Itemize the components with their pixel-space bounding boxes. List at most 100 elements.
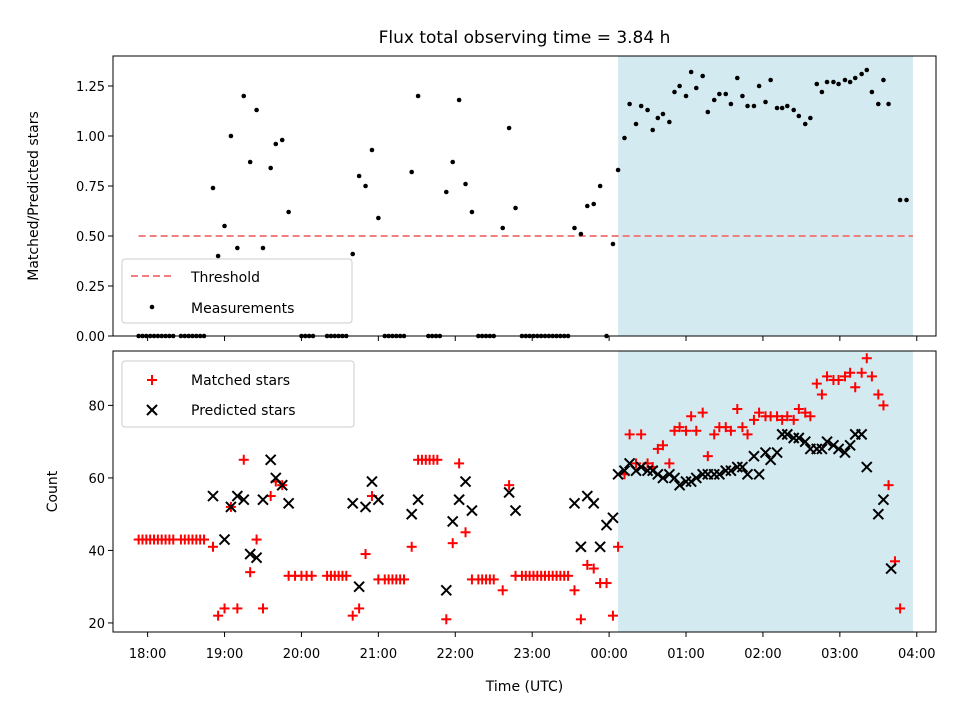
measurement-point	[597, 183, 603, 189]
matched-star-point	[811, 378, 822, 389]
measurement-point	[645, 107, 650, 113]
predicted-star-point	[453, 493, 465, 506]
x-tick-label: 23:00	[513, 647, 550, 662]
measurement-point	[254, 107, 259, 113]
ratio-plot-frame	[112, 55, 937, 337]
measurement-point	[210, 185, 216, 191]
matched-star-point	[709, 429, 720, 440]
matched-star-point	[782, 411, 793, 422]
matched-star-point	[866, 371, 877, 382]
measurement-point	[717, 91, 722, 97]
matched-star-point	[631, 458, 642, 469]
predicted-star-point	[630, 464, 642, 477]
measurement-point	[756, 83, 762, 89]
measurement-point	[897, 197, 903, 203]
predicted-star-point	[588, 497, 600, 509]
predicted-star-point	[811, 443, 823, 455]
matched-star-point	[454, 458, 465, 469]
measurement-point	[228, 133, 234, 139]
matched-star-point	[800, 407, 811, 418]
measurement-point	[705, 109, 711, 115]
matched-star-point	[460, 527, 471, 538]
matched-star-point	[669, 425, 680, 436]
predicted-star-point	[238, 493, 250, 506]
matched-star-point	[777, 414, 788, 425]
predicted-star-point	[680, 475, 692, 488]
measurement-point	[444, 189, 449, 195]
legend-matched-swatch	[147, 375, 157, 385]
ratio-y-axis: 0.00 0.25 0.50 0.75 1.00 1.25	[76, 80, 113, 345]
matched-star-point	[504, 480, 515, 491]
measurement-point	[235, 245, 240, 251]
measurement-point	[791, 107, 797, 113]
matched-star-point	[878, 400, 889, 411]
predicted-star-point	[652, 468, 664, 480]
measurement-point	[735, 75, 740, 81]
predicted-star-point	[713, 468, 726, 480]
matched-star-point	[199, 534, 210, 545]
measurement-point	[610, 241, 616, 247]
measurement-point	[660, 111, 666, 117]
time-x-axis: 18:00 19:00 20:00 21:00 22:00 23:00 00:00 01:00…	[129, 632, 936, 662]
measurement-point	[745, 103, 750, 109]
predicted-star-point	[412, 493, 424, 506]
predicted-star-point	[741, 468, 754, 480]
measurement-point	[356, 173, 362, 179]
matched-star-point	[732, 404, 743, 415]
matched-star-point	[207, 541, 218, 552]
matched-star-point	[447, 538, 458, 549]
measurement-point	[859, 71, 864, 77]
predicted-star-point	[618, 464, 631, 477]
predicted-star-point	[447, 515, 459, 528]
measurement-point	[683, 93, 689, 99]
measurement-point	[808, 115, 813, 121]
predicted-star-point	[663, 468, 676, 480]
predicted-star-point	[781, 428, 794, 441]
matched-star-point	[306, 570, 317, 581]
predicted-star-point	[257, 493, 269, 506]
predicted-star-point	[673, 479, 686, 491]
count-y-axis-label: Count	[45, 470, 61, 512]
x-tick-label: 20:00	[283, 647, 320, 662]
predicted-star-point	[568, 497, 581, 509]
count-legend: Matched stars Predicted stars	[121, 360, 355, 428]
matched-star-point	[883, 480, 894, 491]
measurement-point	[677, 83, 682, 89]
measurement-point	[215, 253, 221, 259]
y-tick-label: 1.00	[76, 130, 105, 145]
measurement-point	[763, 99, 768, 105]
predicted-star-point	[353, 580, 365, 593]
matched-star-point	[725, 425, 736, 436]
legend-predicted-swatch	[146, 404, 158, 416]
measurement-point	[650, 127, 655, 133]
predicted-star-point	[816, 443, 828, 455]
predicted-star-point	[776, 428, 788, 441]
predicted-star-point	[736, 461, 749, 473]
predicted-star-point	[690, 472, 702, 484]
x-tick-label: 03:00	[821, 647, 858, 662]
matched-star-point	[398, 574, 409, 585]
measurement-point	[286, 209, 291, 215]
predicted-star-point	[218, 533, 231, 546]
predicted-star-point	[646, 464, 659, 477]
matched-star-point	[873, 389, 884, 400]
measurement-point	[881, 77, 886, 83]
matched-star-point	[681, 425, 692, 436]
matched-star-point	[822, 371, 833, 382]
measurement-point	[723, 91, 729, 97]
measurement-point	[728, 101, 734, 107]
y-tick-label: 40	[88, 544, 105, 559]
measurement-point	[572, 225, 577, 231]
measurement-point	[904, 197, 909, 203]
count-plot-frame	[112, 350, 937, 633]
measurement-point	[279, 137, 285, 143]
predicted-star-point	[720, 464, 732, 477]
predicted-star-point	[885, 562, 897, 575]
matched-star-point	[697, 407, 708, 418]
matched-star-point	[569, 585, 580, 596]
matched-star-point	[354, 603, 365, 614]
measurement-point	[784, 103, 790, 109]
predicted-star-point	[231, 490, 244, 502]
predicted-star-point	[509, 504, 522, 517]
